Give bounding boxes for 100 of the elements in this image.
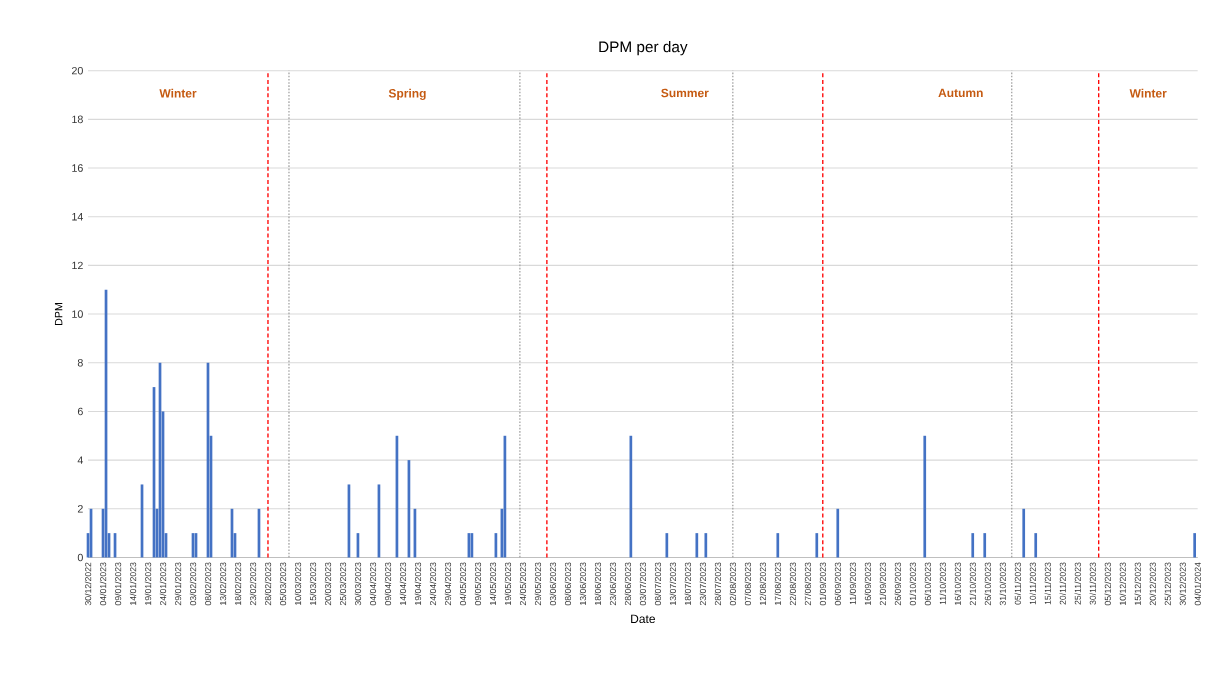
y-tick-label: 18 — [72, 115, 83, 124]
x-tick-label: 19/04/2023 — [414, 562, 422, 606]
bar — [665, 533, 669, 558]
x-tick-label: 04/05/2023 — [459, 562, 467, 606]
x-tick-label: 08/07/2023 — [654, 562, 662, 606]
x-tick-label: 11/10/2023 — [939, 562, 946, 605]
y-tick-label: 16 — [72, 164, 83, 173]
x-tick-label: 15/03/2023 — [309, 562, 317, 606]
bar — [815, 533, 819, 558]
x-tick-label: 04/04/2023 — [369, 562, 377, 606]
x-tick-label: 25/11/2023 — [1074, 562, 1081, 605]
x-tick-label: 19/01/2023 — [144, 562, 152, 606]
bar — [983, 533, 987, 558]
annotation: Autumn — [938, 88, 983, 98]
x-tick-label: 24/01/2023 — [159, 562, 167, 606]
x-tick-label: 23/02/2023 — [249, 562, 257, 606]
y-tick-label: 14 — [72, 213, 84, 221]
x-tick-label: 08/06/2023 — [564, 562, 572, 606]
x-tick-label: 29/05/2023 — [534, 562, 542, 606]
x-tick-label: 20/11/2023 — [1059, 562, 1066, 605]
bar — [1034, 533, 1038, 558]
x-tick-label: 29/04/2023 — [444, 562, 452, 606]
bar — [704, 533, 708, 558]
x-tick-label: 24/05/2023 — [519, 562, 527, 606]
y-tick-label: 6 — [77, 407, 83, 416]
x-tick-label: 13/02/2023 — [219, 562, 227, 606]
annotation: Winter — [159, 88, 197, 98]
x-tick-label: 18/02/2023 — [234, 562, 242, 606]
x-tick-label: 07/08/2023 — [744, 562, 751, 606]
x-tick-label: 28/07/2023 — [714, 562, 721, 606]
x-tick-label: 02/08/2023 — [729, 562, 736, 606]
x-tick-label: 25/03/2023 — [339, 562, 347, 606]
chart-title: DPM per day — [599, 41, 688, 56]
x-tick-label: 05/12/2023 — [1104, 562, 1111, 606]
x-tick-label: 18/06/2023 — [594, 562, 602, 606]
x-tick-label: 26/09/2023 — [894, 562, 901, 606]
x-tick-label: 20/03/2023 — [324, 562, 332, 606]
x-tick-label: 03/07/2023 — [639, 562, 647, 606]
y-tick-label: 4 — [77, 456, 84, 465]
bar — [971, 533, 975, 558]
x-tick-label: 29/01/2023 — [174, 562, 182, 606]
y-tick-label: 20 — [72, 67, 83, 75]
x-tick-label: 30/03/2023 — [354, 562, 362, 606]
x-tick-label: 14/04/2023 — [399, 562, 407, 606]
x-tick-label: 03/06/2023 — [549, 562, 557, 606]
x-tick-label: 28/06/2023 — [624, 562, 632, 606]
x-tick-label: 10/12/2023 — [1119, 562, 1126, 606]
x-axis-title: Date — [631, 614, 655, 624]
x-tick-label: 06/09/2023 — [834, 562, 841, 606]
bar — [836, 509, 840, 558]
bar — [923, 436, 927, 558]
x-tick-label: 23/07/2023 — [699, 562, 707, 606]
y-tick-label: 2 — [77, 505, 83, 513]
bar — [776, 533, 780, 558]
x-tick-label: 16/10/2023 — [954, 562, 961, 606]
x-tick-label: 13/07/2023 — [669, 562, 677, 606]
x-tick-label: 05/11/2023 — [1014, 562, 1021, 605]
x-tick-label: 30/11/2023 — [1089, 562, 1096, 605]
x-tick-label: 16/09/2023 — [864, 562, 871, 606]
x-tick-label: 09/05/2023 — [474, 562, 482, 606]
x-tick-label: 26/10/2023 — [984, 562, 991, 606]
x-tick-label: 18/07/2023 — [684, 562, 692, 606]
x-tick-label: 10/11/2023 — [1029, 562, 1036, 605]
bar — [1022, 509, 1026, 558]
x-tick-label: 17/08/2023 — [774, 562, 781, 606]
x-tick-label: 15/11/2023 — [1044, 562, 1051, 605]
x-tick-label: 24/04/2023 — [429, 562, 437, 606]
y-tick-label: 8 — [77, 359, 83, 367]
x-tick-label: 08/02/2023 — [204, 562, 212, 606]
x-tick-label: 04/01/2023 — [99, 562, 107, 606]
annotation: Winter — [1129, 88, 1167, 98]
x-tick-label: 04/01/2024 — [1194, 562, 1201, 606]
x-tick-label: 27/08/2023 — [804, 562, 811, 606]
x-tick-label: 22/08/2023 — [789, 562, 796, 606]
x-tick-label: 30/12/2022 — [84, 562, 92, 606]
x-tick-label: 01/09/2023 — [819, 562, 826, 606]
x-tick-label: 14/01/2023 — [129, 562, 137, 606]
annotation: Spring — [388, 88, 426, 101]
x-tick-label: 12/08/2023 — [759, 562, 766, 606]
x-tick-label: 21/09/2023 — [879, 562, 886, 606]
y-tick-label: 12 — [72, 261, 83, 270]
x-tick-label: 25/12/2023 — [1164, 562, 1171, 606]
x-tick-label: 06/10/2023 — [924, 562, 931, 606]
annotation: Summer — [661, 88, 709, 98]
x-tick-label: 31/10/2023 — [999, 562, 1006, 606]
x-tick-label: 03/02/2023 — [189, 562, 197, 606]
y-axis-title: DPM — [54, 303, 63, 326]
x-tick-label: 05/03/2023 — [279, 562, 287, 606]
x-tick-label: 09/04/2023 — [384, 562, 392, 606]
x-tick-label: 28/02/2023 — [264, 562, 272, 606]
x-tick-label: 11/09/2023 — [849, 562, 856, 605]
bar — [695, 533, 699, 558]
x-tick-label: 30/12/2023 — [1179, 562, 1186, 606]
x-tick-label: 19/05/2023 — [504, 562, 512, 606]
x-tick-label: 13/06/2023 — [579, 562, 587, 606]
y-tick-label: 10 — [72, 310, 83, 319]
x-tick-label: 15/12/2023 — [1134, 562, 1141, 606]
x-tick-label: 10/03/2023 — [294, 562, 302, 606]
x-tick-label: 21/10/2023 — [969, 562, 976, 606]
x-tick-label: 23/06/2023 — [609, 562, 617, 606]
